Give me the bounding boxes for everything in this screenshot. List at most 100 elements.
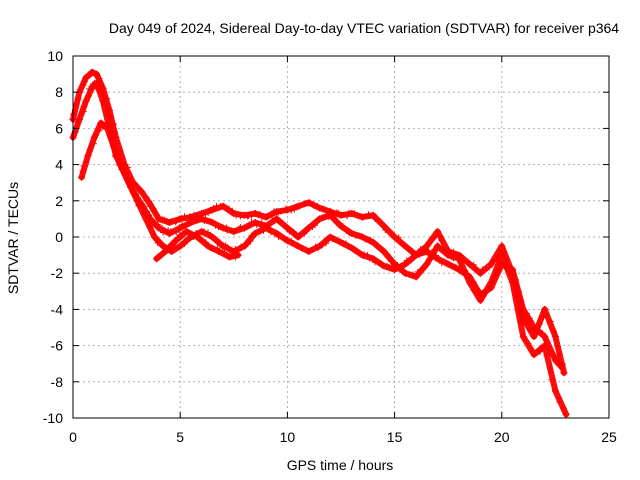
data-point	[161, 247, 169, 255]
y-tick-label: -8	[51, 374, 64, 390]
data-marker	[133, 191, 140, 198]
data-point	[241, 211, 249, 219]
data-marker	[491, 272, 498, 279]
data-marker	[72, 101, 79, 108]
data-marker	[173, 218, 180, 225]
data-marker	[237, 224, 244, 231]
data-marker	[536, 320, 543, 327]
data-marker	[228, 227, 235, 234]
data-marker	[77, 86, 84, 93]
data-point	[84, 152, 92, 160]
data-marker	[532, 325, 539, 332]
data-marker	[216, 241, 223, 248]
data-marker	[79, 168, 86, 174]
data-marker	[139, 205, 146, 212]
data-point	[348, 244, 356, 252]
data-marker	[154, 221, 161, 228]
data-marker	[442, 250, 449, 257]
data-marker	[361, 251, 368, 258]
data-marker	[244, 213, 251, 220]
data-marker	[159, 224, 166, 231]
data-marker	[513, 276, 520, 283]
data-point	[551, 387, 559, 395]
data-marker	[384, 251, 391, 258]
y-tick-label: 8	[55, 84, 63, 100]
data-point	[476, 269, 484, 277]
data-marker	[167, 228, 174, 235]
series-group	[69, 68, 570, 418]
data-marker	[80, 162, 87, 169]
data-marker	[546, 364, 553, 371]
data-marker	[173, 229, 180, 236]
data-marker	[367, 237, 374, 244]
y-tick-label: 4	[55, 157, 63, 173]
data-marker	[550, 327, 557, 334]
data-marker	[218, 224, 225, 231]
series-track-4	[153, 228, 242, 263]
data-marker	[378, 220, 385, 227]
data-marker	[272, 216, 279, 223]
data-marker	[449, 263, 456, 270]
data-marker	[104, 119, 111, 126]
data-point	[75, 115, 83, 123]
data-marker	[482, 289, 489, 296]
data-marker	[526, 314, 533, 321]
data-marker	[399, 268, 406, 275]
data-marker	[312, 243, 319, 250]
data-marker	[176, 231, 183, 238]
data-marker	[366, 255, 373, 262]
data-marker	[431, 246, 438, 253]
data-marker	[351, 210, 358, 217]
ticks: 0 5 10 15 20 25 -10 -8 -6 -4 -2 0 2 4 6 8 10	[43, 48, 617, 445]
x-tick-label: 15	[387, 429, 403, 445]
data-marker	[202, 211, 209, 218]
data-marker	[98, 91, 105, 98]
data-point	[133, 197, 141, 205]
data-marker	[560, 405, 567, 412]
data-marker	[223, 204, 230, 211]
y-tick-label: -2	[51, 265, 64, 281]
data-marker	[247, 238, 254, 245]
data-marker	[298, 244, 305, 251]
data-marker	[548, 376, 555, 383]
data-marker	[371, 215, 378, 222]
data-marker	[464, 258, 471, 265]
data-marker	[389, 258, 396, 265]
data-point	[509, 266, 517, 274]
data-marker	[92, 132, 99, 139]
data-point	[172, 237, 180, 245]
data-marker	[268, 212, 275, 219]
data-point	[519, 305, 527, 313]
data-marker	[151, 208, 158, 215]
data-point	[498, 260, 506, 268]
data-marker	[226, 247, 233, 254]
data-marker	[98, 120, 105, 127]
data-marker	[291, 206, 298, 213]
data-marker	[88, 143, 95, 150]
data-marker	[186, 213, 193, 220]
data-marker	[229, 207, 236, 214]
data-marker	[86, 85, 93, 92]
data-marker	[140, 210, 147, 217]
data-point	[541, 305, 549, 313]
data-marker	[281, 236, 288, 243]
data-marker	[333, 219, 340, 226]
data-marker	[81, 78, 88, 85]
data-marker	[311, 222, 318, 229]
data-marker	[323, 212, 330, 219]
data-marker	[331, 236, 338, 243]
data-marker	[120, 168, 127, 175]
data-marker	[85, 72, 92, 79]
data-marker	[109, 138, 116, 145]
data-marker	[395, 234, 402, 241]
data-marker	[184, 220, 191, 227]
data-marker	[275, 234, 282, 241]
data-marker	[260, 227, 267, 234]
data-marker	[425, 248, 432, 255]
data-point	[423, 260, 431, 268]
data-marker	[95, 87, 102, 94]
data-point	[487, 284, 495, 292]
data-marker	[409, 247, 416, 254]
x-tick-label: 10	[280, 429, 296, 445]
data-marker	[539, 330, 546, 337]
